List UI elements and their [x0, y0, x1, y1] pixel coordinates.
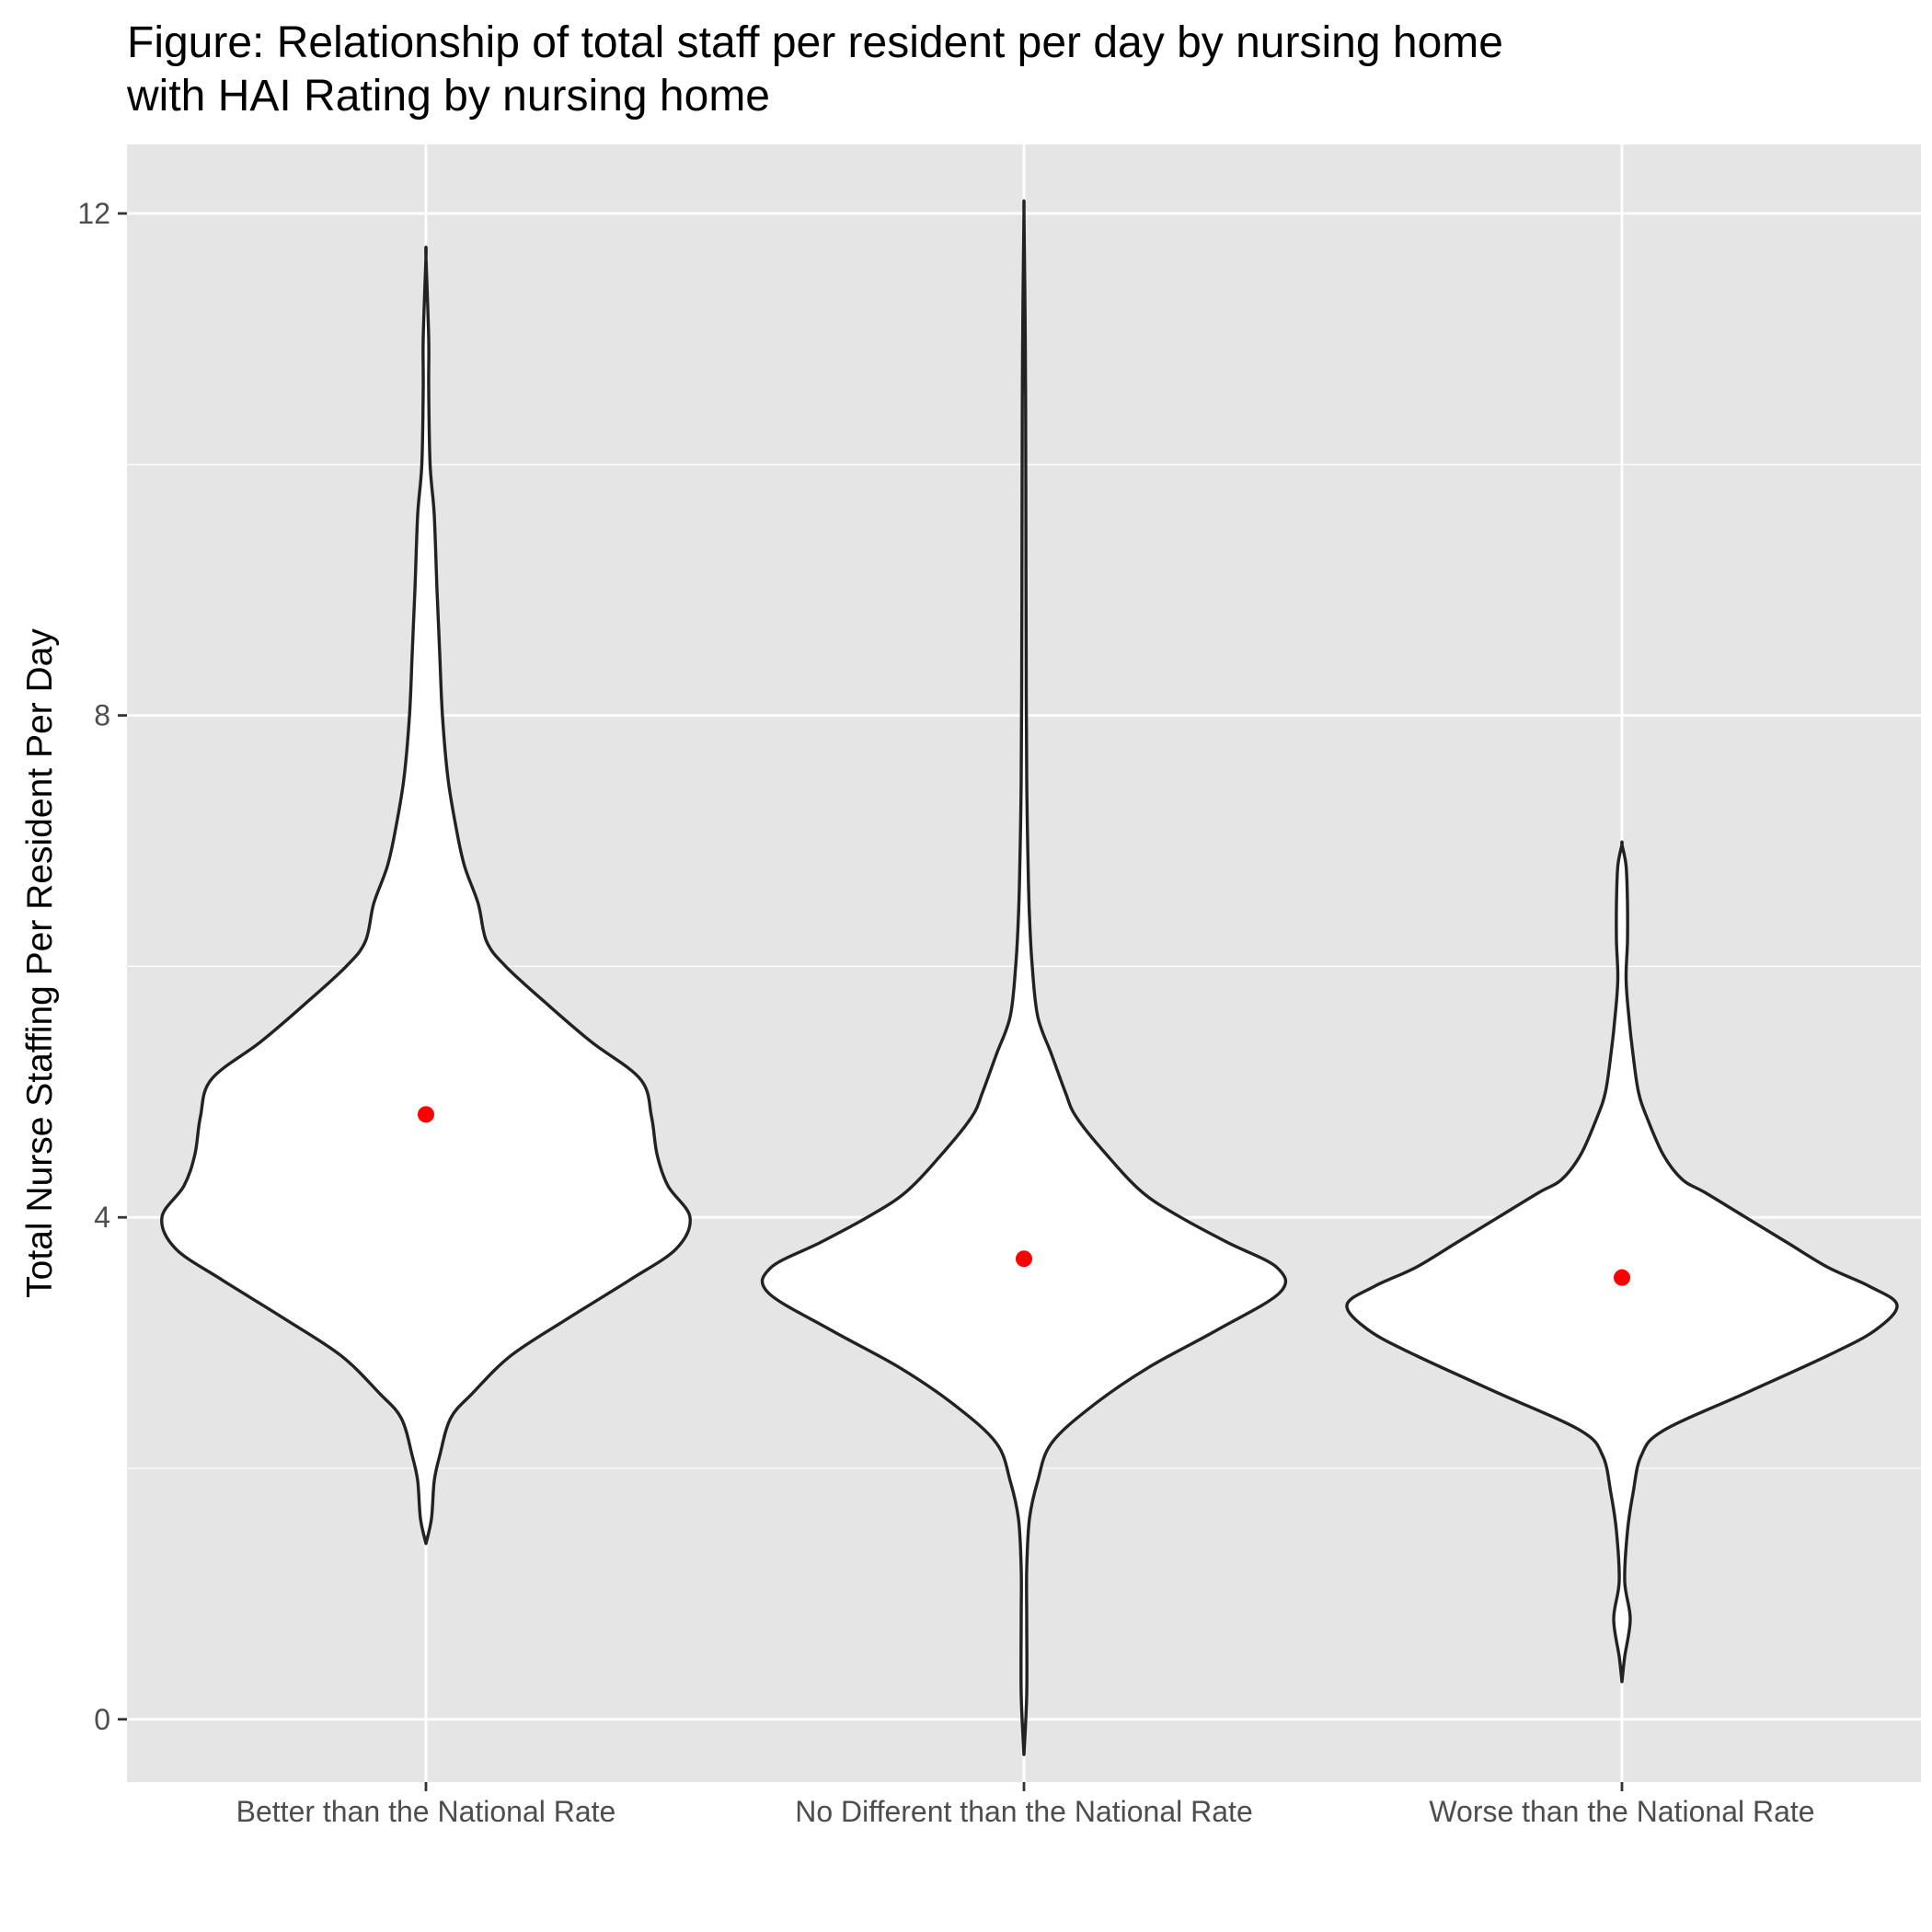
- x-tick-label: No Different than the National Rate: [795, 1795, 1252, 1828]
- x-tick-label: Better than the National Rate: [236, 1795, 616, 1828]
- y-tick-label: 4: [94, 1201, 110, 1234]
- mean-point-3: [1614, 1269, 1630, 1286]
- y-tick-label: 12: [77, 197, 110, 230]
- x-tick-label: Worse than the National Rate: [1429, 1795, 1814, 1828]
- mean-point-1: [418, 1106, 434, 1123]
- mean-point-2: [1016, 1250, 1032, 1268]
- chart-title-line-1: Figure: Relationship of total staff per …: [127, 18, 1503, 67]
- chart-title-line-2: with HAI Rating by nursing home: [126, 72, 770, 121]
- axis-layer: 0 4 8 12 Better than the National Rate No Dif…: [77, 197, 1814, 1828]
- violin-layer: [160, 199, 1899, 1756]
- y-tick-label: 0: [94, 1703, 110, 1736]
- y-tick-label: 8: [94, 699, 110, 732]
- violin-1: [160, 246, 692, 1546]
- violin-3: [1345, 840, 1899, 1684]
- y-axis-title: Total Nurse Staffing Per Resident Per Da…: [20, 628, 60, 1298]
- violin-2: [760, 199, 1288, 1756]
